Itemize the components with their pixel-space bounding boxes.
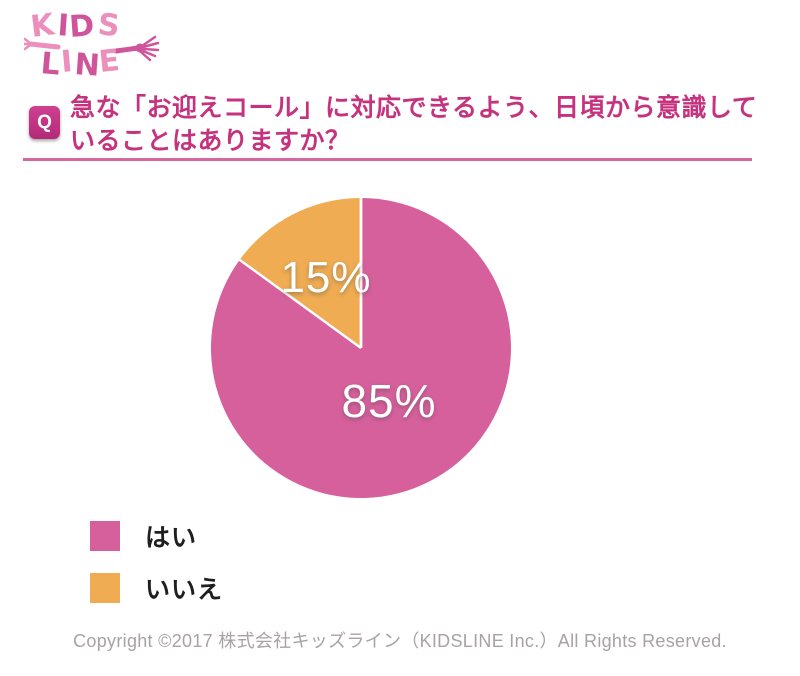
question-badge-letter: Q (37, 111, 52, 133)
kidsline-logo: K I D S L I N E (24, 7, 160, 82)
question-title-line1: 急な「お迎えコール」に対応できるよう、日頃から意識して (70, 94, 758, 122)
svg-text:K: K (29, 7, 58, 45)
pie-chart (211, 198, 512, 498)
legend-color-chip-yes (90, 521, 120, 551)
question-underline (23, 158, 752, 161)
question-title-line2: いることはありますか？ (70, 127, 351, 155)
chart-legend: はい いいえ (90, 521, 223, 625)
logo-word-line: L I N E (39, 43, 121, 82)
svg-text:I: I (60, 44, 74, 80)
svg-text:L: L (39, 46, 61, 82)
legend-item-yes: はい (90, 521, 223, 552)
legend-item-no: いいえ (90, 573, 224, 604)
svg-text:S: S (96, 7, 121, 44)
logo-word-kids: K I D S (29, 7, 122, 45)
pie-label-no: 15% (280, 253, 372, 302)
legend-label-yes: はい (145, 524, 198, 552)
pie-chart-area: 85% 15% (209, 196, 513, 500)
svg-text:N: N (73, 47, 100, 82)
legend-color-chip-no (90, 573, 120, 603)
legend-label-no: いいえ (145, 576, 224, 604)
svg-text:E: E (97, 43, 121, 80)
svg-text:D: D (68, 8, 95, 45)
question-title: 急な「お迎えコール」に対応できるよう、日頃から意識して いることはありますか？ (70, 92, 775, 158)
logo-right-hand-icon (113, 35, 160, 62)
copyright-text: Copyright ©2017 株式会社キッズライン（KIDSLINE Inc.… (73, 631, 727, 651)
svg-text:I: I (56, 8, 70, 44)
question-badge: Q (29, 106, 60, 139)
pie-label-yes: 85% (341, 375, 437, 427)
logo-left-hand-icon (24, 37, 61, 51)
